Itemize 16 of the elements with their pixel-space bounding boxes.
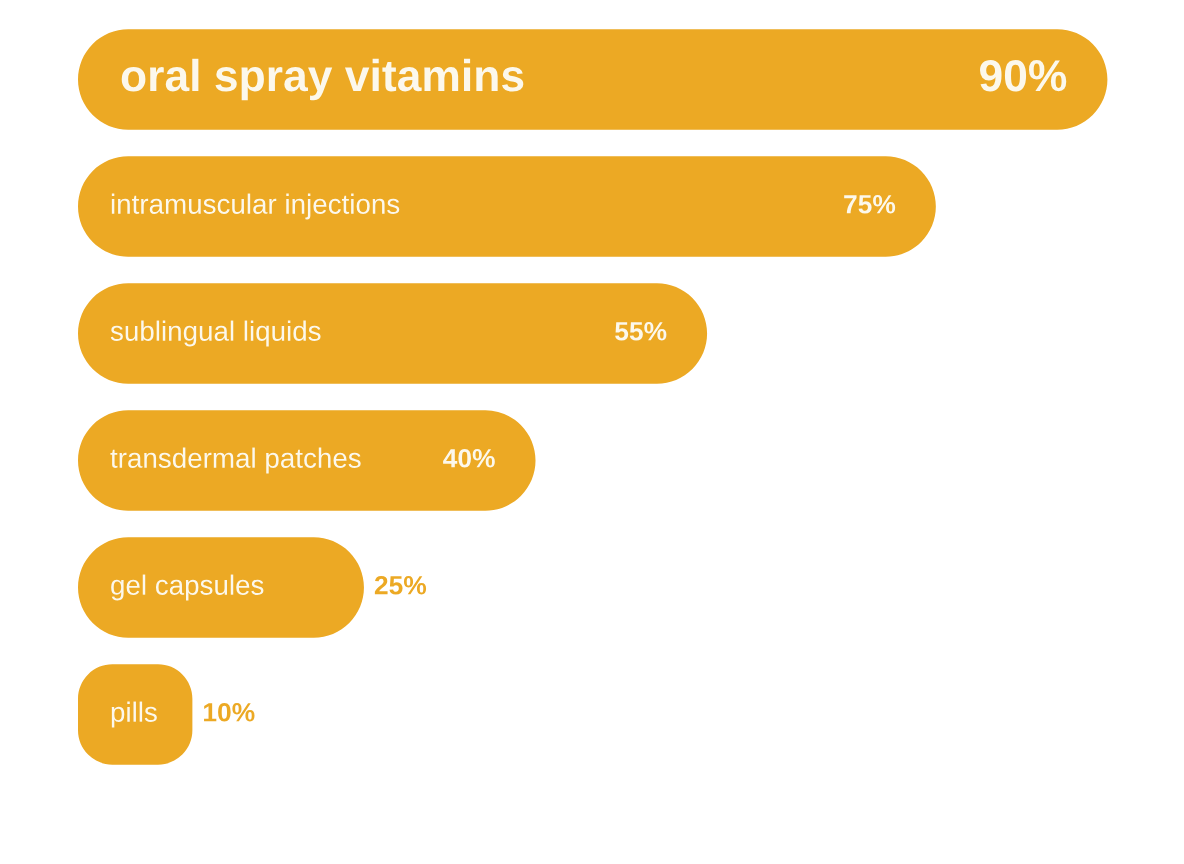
y-tick-label: gel capsules [111,574,264,601]
data-label: 55% [615,321,667,341]
data-label: 25% [374,575,427,595]
bar [78,283,708,384]
data-label: 90% [980,59,1067,92]
y-tick-label: sublingual liquids [110,320,321,347]
y-tick-label: oral spray vitamins [121,58,524,101]
data-label: 10% [204,702,255,722]
data-label: 40% [443,448,495,468]
bar [78,156,936,257]
y-tick-label: intramuscular injections [111,193,400,220]
bar [78,29,1108,130]
data-label: 75% [844,194,896,214]
y-tick-label: pills [111,701,157,728]
y-tick-label: transdermal patches [110,447,361,474]
bar [78,410,536,511]
